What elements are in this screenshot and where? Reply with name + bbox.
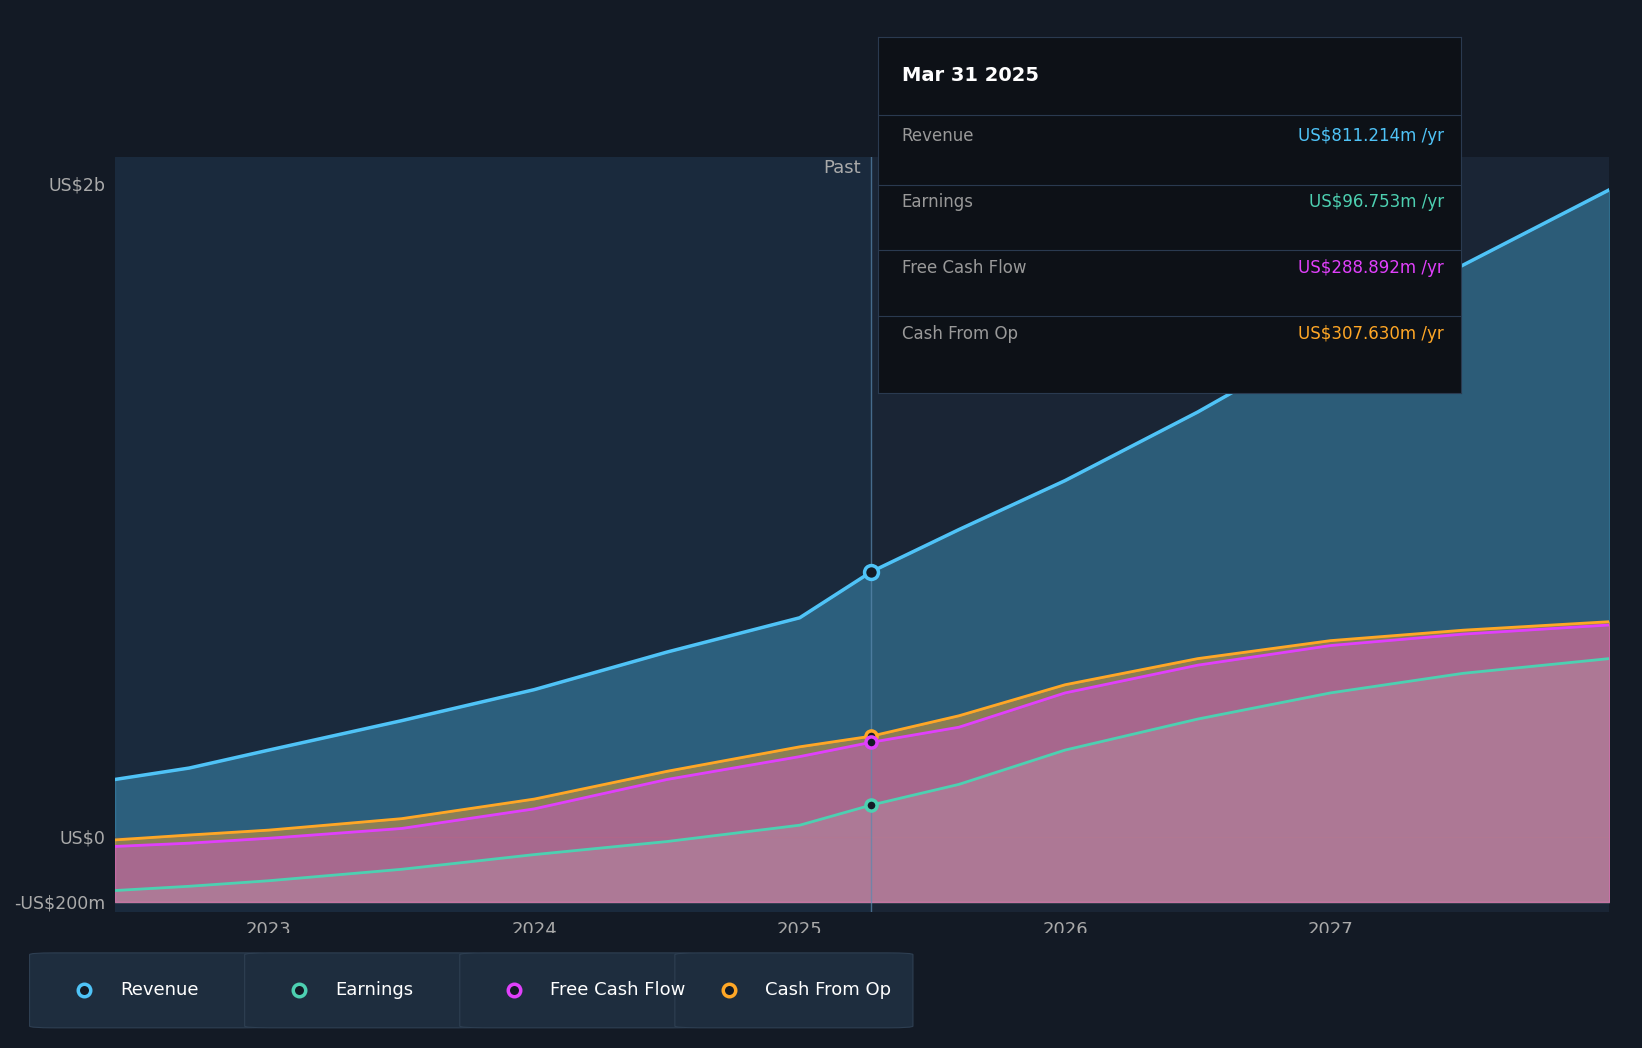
Text: Cash From Op: Cash From Op (765, 981, 892, 1000)
Text: Analysts Forecasts: Analysts Forecasts (882, 159, 1049, 177)
Text: Earnings: Earnings (901, 194, 974, 212)
Text: US$811.214m /yr: US$811.214m /yr (1297, 128, 1443, 146)
Text: Revenue: Revenue (901, 128, 974, 146)
Text: US$96.753m /yr: US$96.753m /yr (1309, 194, 1443, 212)
FancyBboxPatch shape (245, 953, 483, 1028)
Text: Mar 31 2025: Mar 31 2025 (901, 66, 1039, 85)
Text: Revenue: Revenue (120, 981, 199, 1000)
Text: Cash From Op: Cash From Op (901, 325, 1018, 343)
Text: Past: Past (823, 159, 860, 177)
Text: Free Cash Flow: Free Cash Flow (901, 259, 1026, 278)
FancyBboxPatch shape (675, 953, 913, 1028)
Text: US$307.630m /yr: US$307.630m /yr (1299, 325, 1443, 343)
Text: Earnings: Earnings (335, 981, 414, 1000)
Text: Free Cash Flow: Free Cash Flow (550, 981, 685, 1000)
Bar (115, 157, 872, 912)
Text: US$288.892m /yr: US$288.892m /yr (1299, 259, 1443, 278)
FancyBboxPatch shape (30, 953, 268, 1028)
Bar (872, 157, 1609, 912)
FancyBboxPatch shape (460, 953, 698, 1028)
